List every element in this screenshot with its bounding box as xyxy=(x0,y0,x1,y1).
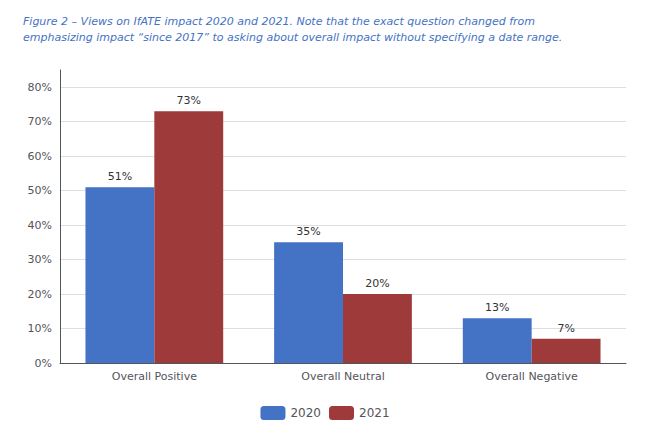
svg-text:2021: 2021 xyxy=(359,406,390,420)
svg-text:Figure 2 – Views on IfATE impa: Figure 2 – Views on IfATE impact 2020 an… xyxy=(23,15,535,28)
svg-text:Overall Neutral: Overall Neutral xyxy=(301,370,384,383)
svg-text:7%: 7% xyxy=(557,322,574,335)
svg-text:30%: 30% xyxy=(28,253,52,266)
svg-text:emphasizing impact “since 2017: emphasizing impact “since 2017” to askin… xyxy=(23,31,562,44)
svg-text:60%: 60% xyxy=(28,150,52,163)
svg-text:73%: 73% xyxy=(177,94,201,107)
svg-text:Overall Positive: Overall Positive xyxy=(112,370,197,383)
svg-text:35%: 35% xyxy=(296,225,320,238)
svg-text:20%: 20% xyxy=(365,277,389,290)
svg-text:Overall Negative: Overall Negative xyxy=(486,370,578,383)
svg-text:0%: 0% xyxy=(35,357,52,370)
svg-text:40%: 40% xyxy=(28,219,52,232)
svg-text:51%: 51% xyxy=(108,170,132,183)
svg-text:10%: 10% xyxy=(28,322,52,335)
svg-text:20%: 20% xyxy=(28,288,52,301)
svg-text:70%: 70% xyxy=(28,115,52,128)
svg-text:13%: 13% xyxy=(485,301,509,314)
svg-text:80%: 80% xyxy=(28,81,52,94)
svg-text:2020: 2020 xyxy=(290,406,321,420)
svg-text:50%: 50% xyxy=(28,184,52,197)
